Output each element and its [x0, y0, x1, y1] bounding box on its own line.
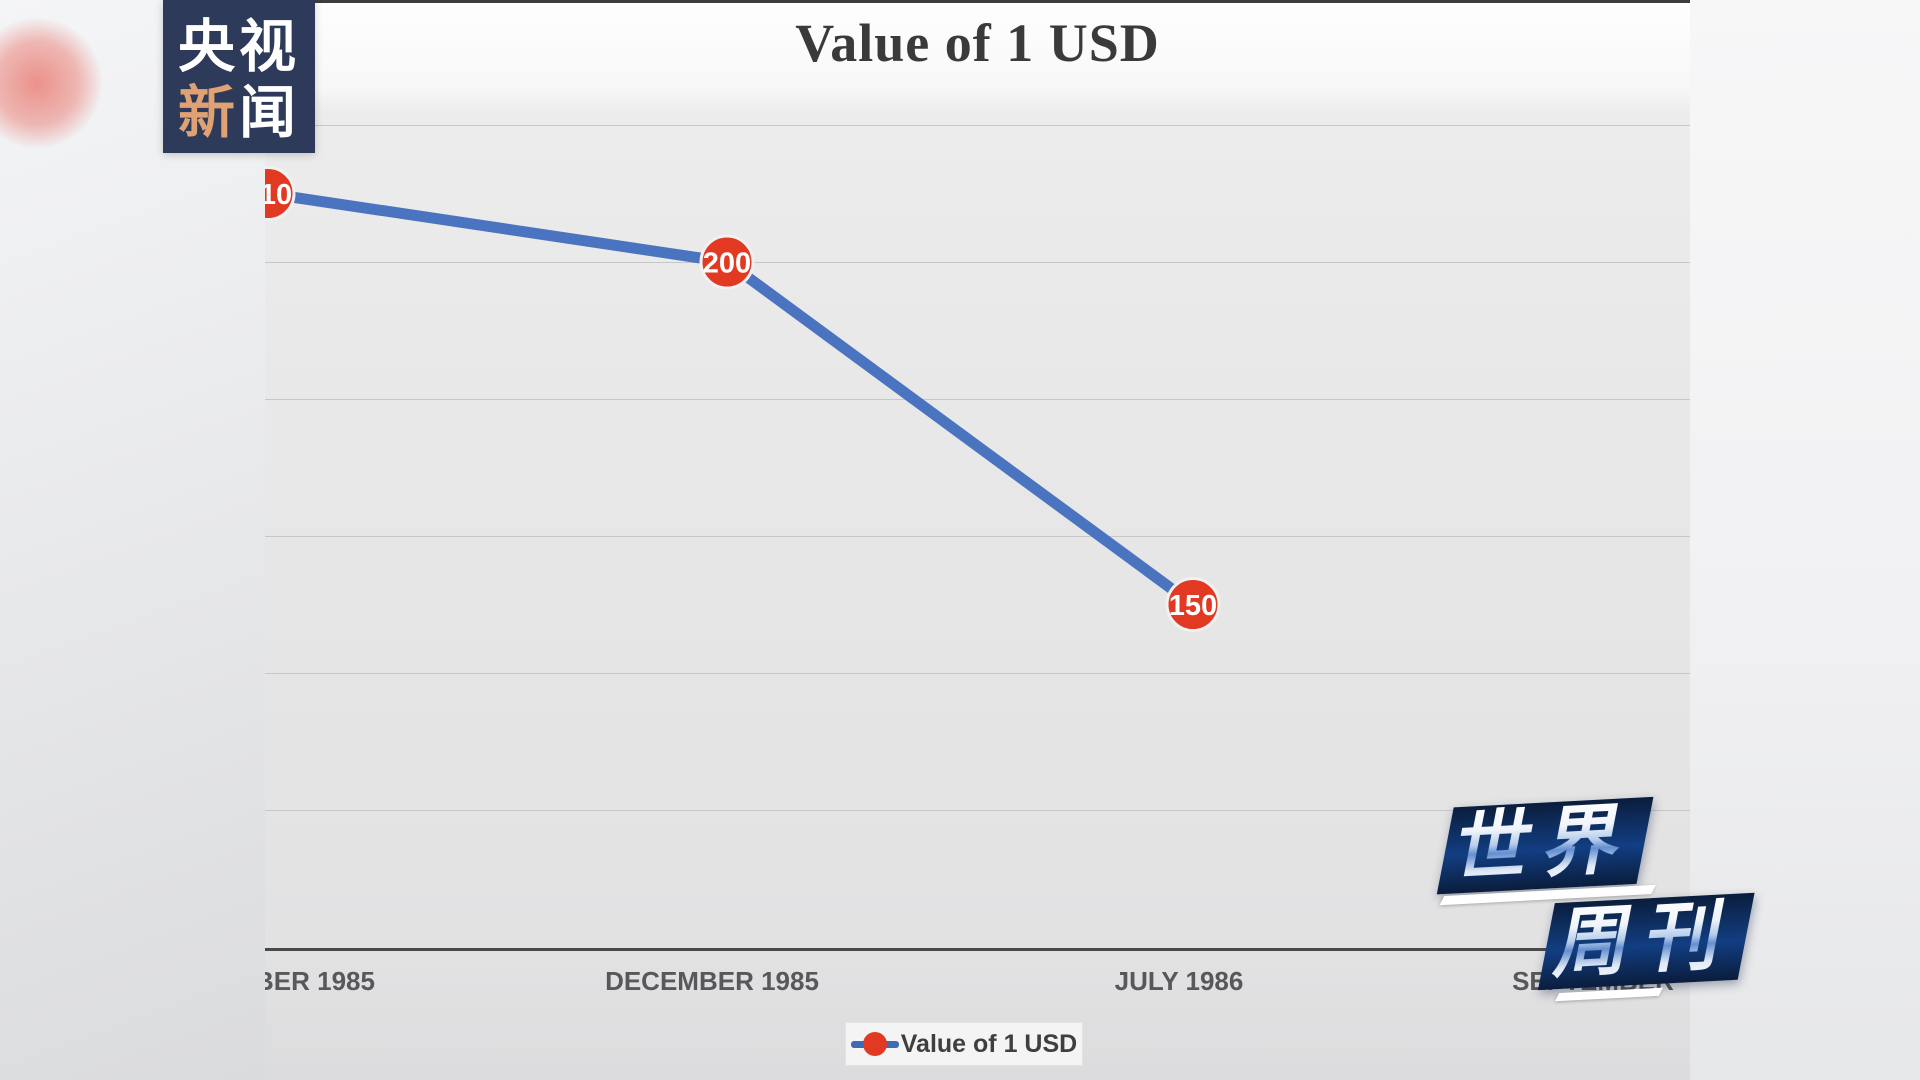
legend-dot-icon	[862, 1032, 887, 1056]
gridline-y-140	[265, 673, 1690, 674]
line-plot: 210 200 150	[265, 166, 1221, 632]
data-point-label: 200	[703, 247, 751, 279]
data-point-marker	[699, 234, 755, 290]
x-tick-label-2: DECEMBER 1985	[605, 966, 819, 996]
chart-title: Value of 1 USD	[795, 13, 1160, 73]
data-point-marker	[265, 166, 296, 221]
logo-accent-char: 新	[178, 80, 239, 145]
x-tick-label-3: JULY 1986	[1114, 966, 1244, 996]
chart-legend: Value of 1 USD	[845, 1022, 1083, 1066]
data-point-label: 210	[265, 179, 292, 211]
blurred-red-blob	[0, 18, 102, 148]
background-left-strip	[0, 0, 265, 1080]
x-axis-line	[265, 948, 1690, 951]
watermark-line-1: 世界	[1436, 796, 1654, 895]
logo-row-2: 新闻	[178, 80, 300, 146]
legend-marker	[850, 1032, 899, 1056]
gridline-y-120	[265, 810, 1690, 811]
gridline-y-200	[265, 262, 1690, 263]
cctv-news-logo: 央视 新闻	[163, 0, 315, 153]
x-tick-label-1: BER 1985	[265, 966, 375, 996]
legend-label: Value of 1 USD	[900, 1029, 1078, 1058]
data-point-marker	[1165, 577, 1221, 632]
logo-row-1: 央视	[178, 14, 300, 79]
data-point-2: 200	[699, 234, 755, 290]
world-weekly-watermark: 世界 周刊	[1436, 792, 1755, 1006]
data-point-label: 150	[1169, 590, 1217, 622]
data-point-1: 210	[265, 166, 296, 221]
gridline-y-220	[265, 125, 1690, 126]
gridline-y-160	[265, 536, 1690, 537]
watermark-line-2: 周刊	[1537, 892, 1755, 991]
chart-top-border	[265, 0, 1690, 3]
logo-row2-rest: 闻	[239, 80, 300, 145]
gridline-y-180	[265, 399, 1690, 400]
data-point-3: 150	[1165, 577, 1221, 632]
